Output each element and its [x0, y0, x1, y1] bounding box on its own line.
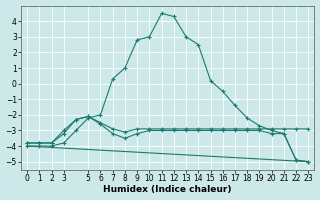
- X-axis label: Humidex (Indice chaleur): Humidex (Indice chaleur): [103, 185, 232, 194]
